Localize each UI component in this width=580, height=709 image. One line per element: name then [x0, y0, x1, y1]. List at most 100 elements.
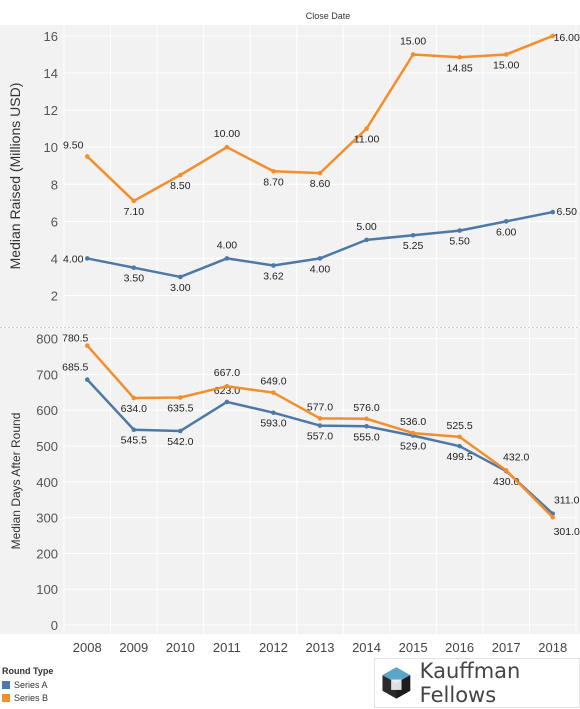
data-point: [364, 126, 369, 131]
logo-text: Kauffman Fellows: [419, 659, 521, 707]
legend-title: Round Type: [2, 666, 54, 676]
data-point: [457, 54, 462, 60]
y-tick-label: 600: [36, 403, 58, 418]
data-label: 10.00: [214, 128, 240, 140]
data-point: [84, 154, 90, 159]
data-label: 667.0: [214, 367, 240, 379]
x-tick-label: 2015: [399, 640, 428, 655]
data-label: 545.5: [121, 435, 147, 447]
legend-label-series-b: Series B: [14, 693, 49, 703]
data-label: 576.0: [353, 402, 379, 414]
y-axis-label: Median Days After Round: [9, 413, 23, 550]
legend-swatch-series-b: [2, 694, 10, 702]
chart-title: Close Date: [306, 11, 351, 21]
y-tick-label: 700: [36, 367, 58, 382]
data-label: 8.60: [310, 178, 331, 190]
data-point: [271, 263, 276, 268]
data-point: [84, 256, 90, 261]
data-point: [178, 274, 183, 280]
data-point: [503, 468, 509, 473]
x-tick-label: 2008: [73, 640, 102, 655]
data-point: [317, 416, 323, 421]
y-tick-label: 8: [51, 177, 58, 192]
y-tick-label: 12: [44, 103, 58, 118]
data-label: 15.00: [400, 35, 426, 47]
data-point: [457, 434, 462, 440]
legend-label-series-a: Series A: [14, 680, 48, 690]
data-point: [457, 443, 462, 449]
data-point: [457, 228, 462, 233]
data-label: 542.0: [167, 436, 193, 448]
data-point: [178, 428, 183, 434]
data-point: [131, 395, 137, 401]
y-tick-label: 2: [51, 289, 58, 304]
data-label: 634.0: [121, 403, 147, 415]
data-label: 14.85: [446, 62, 472, 74]
data-label: 311.0: [554, 495, 580, 507]
data-point: [410, 52, 416, 57]
data-point: [84, 343, 90, 348]
data-point: [271, 410, 276, 416]
legend: Round Type Series A Series B: [2, 666, 53, 706]
data-label: 536.0: [400, 416, 426, 428]
y-tick-label: 4: [51, 251, 58, 266]
data-point: [178, 395, 183, 400]
data-label: 635.5: [167, 402, 193, 414]
y-tick-label: 0: [51, 618, 58, 633]
legend-item-series-b: Series B: [2, 693, 53, 703]
data-point: [178, 172, 183, 178]
data-label: 16.00: [554, 32, 580, 44]
data-label: 525.5: [446, 420, 472, 432]
y-tick-label: 10: [44, 140, 58, 155]
data-label: 15.00: [493, 59, 519, 71]
data-label: 557.0: [307, 431, 333, 443]
x-tick-label: 2012: [259, 640, 288, 655]
x-tick-label: 2010: [166, 640, 195, 655]
data-label: 5.50: [449, 236, 470, 248]
data-label: 5.25: [403, 240, 424, 252]
data-point: [131, 265, 137, 270]
data-label: 432.0: [503, 451, 529, 463]
data-point: [550, 514, 556, 520]
data-label: 8.70: [263, 176, 284, 188]
y-tick-label: 16: [44, 29, 58, 44]
data-point: [224, 383, 230, 389]
data-label: 555.0: [353, 431, 379, 443]
data-label: 9.50: [63, 139, 84, 151]
data-label: 649.0: [260, 376, 286, 388]
data-label: 593.0: [260, 418, 286, 430]
y-tick-label: 800: [36, 332, 58, 347]
data-point: [550, 209, 556, 215]
data-point: [364, 424, 369, 429]
data-label: 685.5: [62, 362, 88, 374]
data-point: [503, 219, 509, 224]
data-label: 3.00: [170, 282, 191, 294]
cube-logo-icon: [382, 667, 411, 699]
data-point: [131, 427, 137, 433]
x-tick-label: 2017: [492, 640, 521, 655]
data-label: 5.00: [356, 221, 377, 233]
data-label: 4.00: [63, 253, 84, 265]
y-tick-label: 6: [51, 214, 58, 229]
data-label: 6.00: [496, 226, 517, 238]
x-tick-label: 2009: [119, 640, 148, 655]
legend-item-series-a: Series A: [2, 680, 53, 690]
data-point: [364, 237, 369, 243]
data-label: 301.0: [554, 526, 580, 538]
data-point: [317, 423, 323, 428]
y-tick-label: 14: [44, 66, 58, 81]
data-point: [224, 256, 230, 261]
y-axis-label: Median Raised (Millions USD): [7, 83, 23, 270]
data-point: [503, 52, 509, 57]
y-tick-label: 400: [36, 475, 58, 490]
data-point: [131, 198, 137, 204]
data-point: [84, 377, 90, 382]
data-label: 4.00: [217, 239, 238, 251]
data-point: [550, 33, 556, 39]
data-label: 3.62: [263, 270, 284, 282]
data-label: 499.5: [446, 451, 472, 463]
data-label: 430.0: [493, 476, 519, 488]
y-tick-label: 200: [36, 546, 58, 561]
x-tick-label: 2011: [213, 640, 241, 655]
